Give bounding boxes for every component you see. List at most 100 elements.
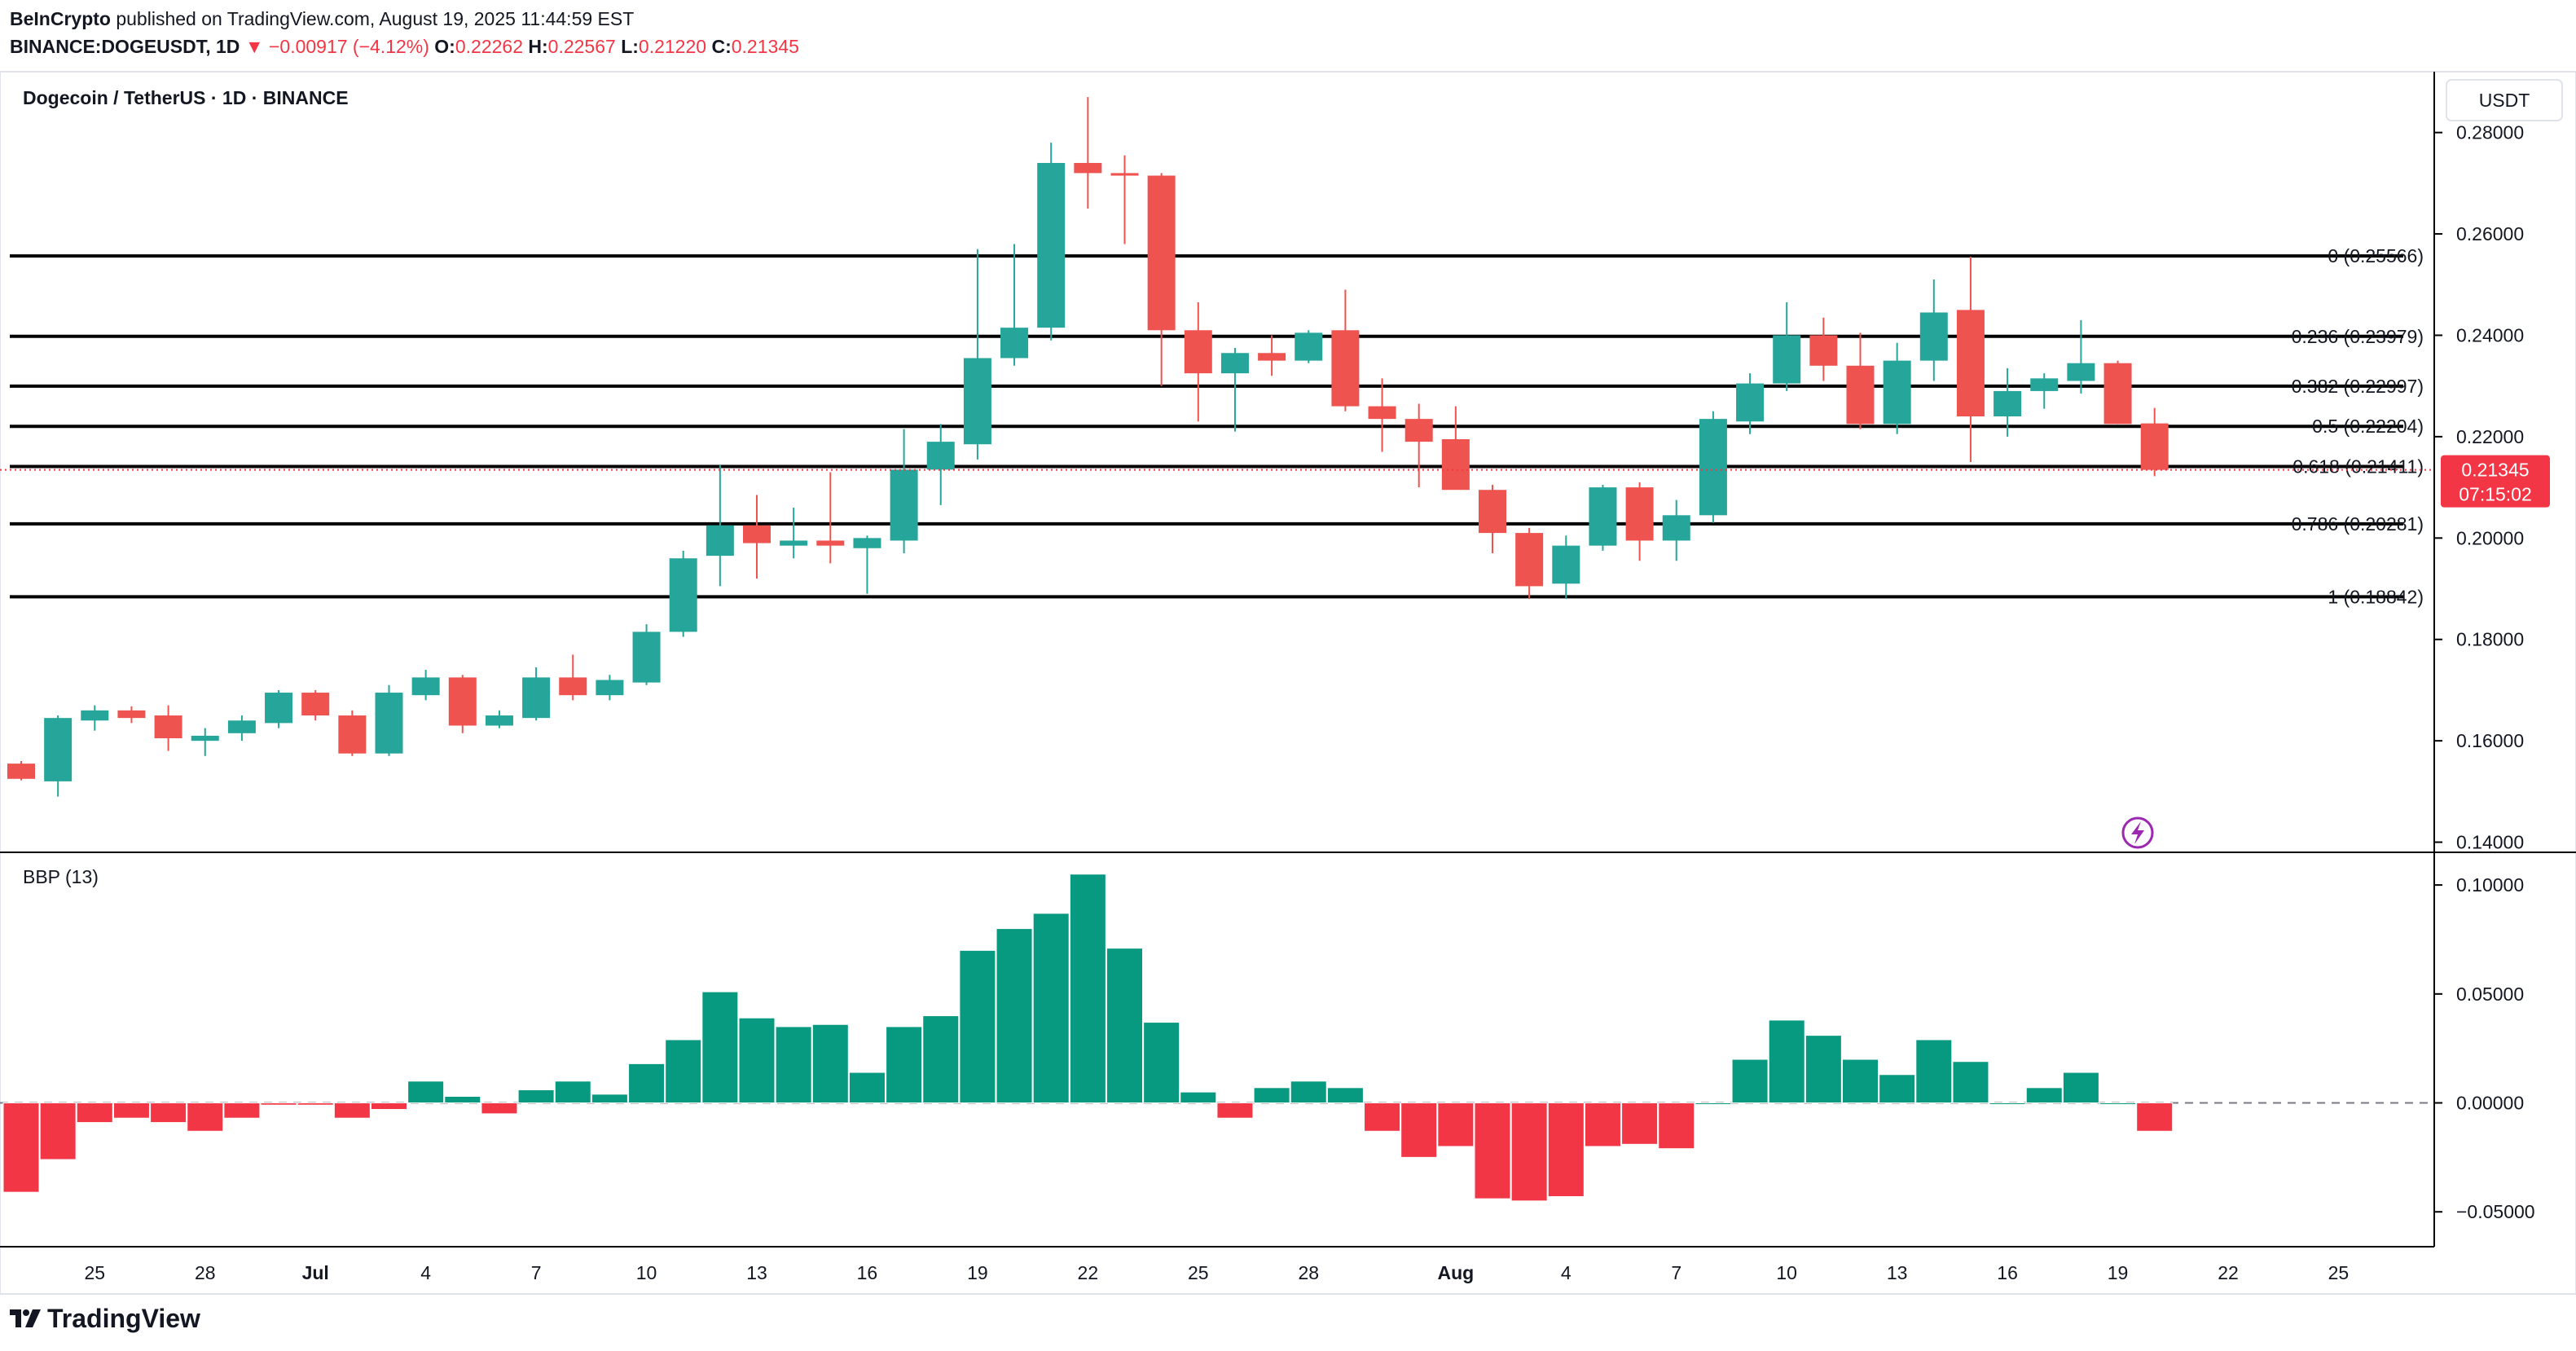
candle-body <box>191 735 219 742</box>
bbp-bar <box>223 1102 261 1119</box>
fib-level-label: 0.5 (0.22204) <box>2312 416 2424 437</box>
time-tick-label: 13 <box>746 1262 767 1283</box>
bbp-bar <box>811 1023 849 1104</box>
bbp-bar <box>1106 948 1143 1104</box>
time-tick-label: 16 <box>857 1262 878 1283</box>
bbp-bar <box>444 1095 481 1104</box>
candle-body <box>1479 490 1506 534</box>
bbp-bar <box>1952 1061 1989 1104</box>
candle-body <box>816 540 845 546</box>
time-tick-label: 4 <box>420 1262 431 1283</box>
candle-body <box>338 715 367 754</box>
price-axis: 0.28000 0.26000 0.24000 0.22000 0.20000 0.180… <box>2434 122 2524 853</box>
candle-body <box>1994 390 2022 417</box>
bbp-bar <box>371 1102 407 1111</box>
candle-body <box>743 525 771 543</box>
bbp-tick-label: −0.05000 <box>2456 1201 2535 1222</box>
candle-body <box>596 680 624 696</box>
time-tick-label: 7 <box>1671 1262 1681 1283</box>
fib-retracement[interactable]: 0 (0.25566) 0.236 (0.23979) 0.382 (0.22997… <box>10 245 2424 607</box>
bbp-bar <box>1768 1019 1805 1104</box>
candle-body <box>7 764 35 779</box>
time-tick-label: 25 <box>2328 1262 2350 1283</box>
candle-body <box>1331 330 1360 407</box>
time-tick-label: 28 <box>1298 1262 1319 1283</box>
fib-level-label: 0.382 (0.22997) <box>2292 376 2424 397</box>
bbp-bar <box>1437 1102 1475 1147</box>
candle-body <box>375 693 403 754</box>
bbp-bar <box>1180 1091 1217 1104</box>
bbp-bar <box>1842 1058 1879 1104</box>
candle-body <box>44 718 73 781</box>
bbp-bar <box>1658 1102 1695 1150</box>
candle-body <box>1184 330 1212 374</box>
high-label: H: <box>528 36 548 57</box>
candle-body <box>154 715 182 739</box>
bbp-tick-label: 0.00000 <box>2456 1093 2524 1114</box>
bbp-bar <box>554 1080 591 1104</box>
bbp-bar <box>1069 874 1106 1104</box>
bbp-bar <box>2025 1087 2063 1104</box>
candle-body <box>890 469 918 541</box>
bbp-bar <box>517 1089 555 1104</box>
bbp-bar <box>1290 1080 1327 1104</box>
bbp-bar <box>2136 1102 2174 1132</box>
bbp-bar <box>1143 1022 1180 1104</box>
candle-body <box>1846 365 1875 425</box>
candle-body <box>1037 162 1066 328</box>
bbp-bar <box>1032 913 1070 1104</box>
high-value: 0.22567 <box>547 36 616 57</box>
candle-body <box>1515 533 1544 587</box>
ohlc-line: BINANCE:DOGEUSDT, 1D ▼ −0.00917 (−4.12%)… <box>10 33 1232 60</box>
price-tick-label: 0.24000 <box>2456 324 2524 345</box>
candle-body <box>1258 353 1286 361</box>
fib-level-label: 0 (0.25566) <box>2328 245 2424 266</box>
time-tick-label: 10 <box>636 1262 657 1283</box>
bbp-bar <box>1915 1039 1953 1104</box>
candle-body <box>1773 335 1801 384</box>
bbp-bar <box>1474 1102 1511 1199</box>
bbp-bar <box>959 949 996 1104</box>
bbp-bar <box>1326 1087 1364 1104</box>
time-tick-label: 4 <box>1561 1262 1572 1283</box>
candle-body <box>1220 353 1249 374</box>
time-tick-label: 22 <box>1078 1262 1099 1283</box>
candle-body <box>926 442 955 470</box>
tradingview-logo[interactable]: TradingView <box>10 1304 200 1334</box>
bbp-bar <box>112 1102 150 1119</box>
candle-body <box>1404 419 1433 442</box>
bbp-bar <box>665 1039 702 1104</box>
candle-body <box>1883 360 1911 425</box>
bbp-bar <box>922 1015 960 1104</box>
bbp-bar <box>1510 1102 1548 1202</box>
currency-label: USDT <box>2479 90 2530 111</box>
close-value: 0.21345 <box>731 36 799 57</box>
bbp-bar <box>591 1094 628 1104</box>
bbp-bar <box>1584 1102 1621 1147</box>
candle-body <box>1368 406 1396 420</box>
bbp-bar <box>333 1102 371 1119</box>
currency-button[interactable]: USDT <box>2446 79 2563 121</box>
time-tick-label: 16 <box>1997 1262 2018 1283</box>
bbp-histogram <box>2 874 2174 1202</box>
candlestick-series <box>7 97 2169 797</box>
candle-body <box>780 540 808 546</box>
time-tick-label: 10 <box>1776 1262 1797 1283</box>
bbp-bar <box>628 1063 666 1104</box>
time-tick-label: 13 <box>1887 1262 1908 1283</box>
symbol-label: BINANCE:DOGEUSDT, 1D <box>10 36 240 57</box>
candle-body <box>1295 332 1323 361</box>
candle-body <box>411 677 440 696</box>
candle-body <box>227 720 256 733</box>
bbp-bar <box>1695 1102 1732 1106</box>
candle-body <box>1662 515 1690 541</box>
tradingview-logo-icon <box>10 1304 41 1334</box>
bbp-bar <box>701 991 739 1104</box>
indicator-title: BBP (13) <box>23 866 99 887</box>
replay-icon[interactable] <box>2121 816 2154 849</box>
candle-body <box>559 677 587 696</box>
publisher-name[interactable]: BeInCrypto <box>10 8 111 29</box>
candle-body <box>669 558 697 632</box>
bbp-bar <box>1364 1102 1401 1132</box>
